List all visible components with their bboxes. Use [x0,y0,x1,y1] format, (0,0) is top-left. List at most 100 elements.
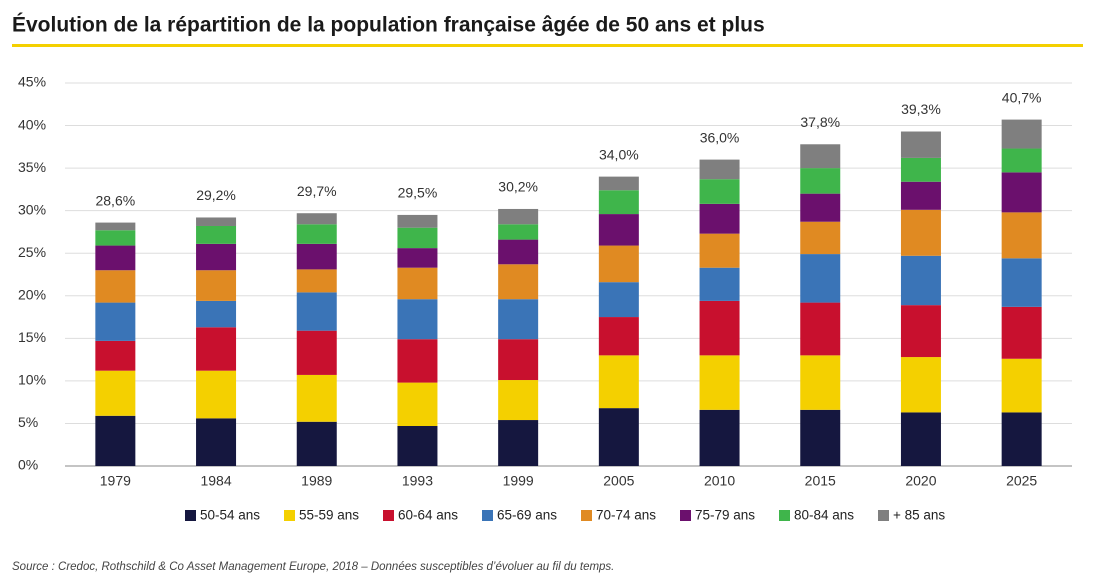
bar-segment [95,415,136,466]
bar-segment [498,420,539,466]
bar-segment [397,425,438,466]
bar-segment [296,243,337,270]
legend-swatch [779,510,790,521]
bar-segment [800,254,841,303]
bar-segment [397,248,438,268]
total-label: 37,8% [800,114,840,130]
legend-label: 70-74 ans [596,508,656,523]
total-label: 40,7% [1002,89,1042,105]
source: Source : Credoc, Rothschild & Co Asset M… [12,561,614,573]
bar-segment [598,282,639,318]
bar-segment [296,224,337,244]
bar-segment [95,302,136,341]
bar-segment [95,222,136,231]
bar-segment [95,270,136,303]
bar-segment [699,300,740,356]
bar-segment [800,355,841,410]
bar-segment [598,190,639,215]
bar-segment [196,327,237,371]
bar-segment [1001,306,1042,359]
bar-segment [296,421,337,466]
x-tick-label: 2020 [905,473,936,489]
bar-segment [598,214,639,246]
bar-segment [498,208,539,225]
bar-segment [498,239,539,265]
legend-swatch [284,510,295,521]
legend-swatch [383,510,394,521]
bar-segment [800,144,841,169]
bar-segment [800,168,841,194]
total-label: 39,3% [901,101,941,117]
legend-label: 50-54 ans [200,508,260,523]
x-tick-label: 2005 [603,473,634,489]
x-tick-label: 2010 [704,473,735,489]
total-label: 34,0% [599,146,639,162]
legend-swatch [878,510,889,521]
bar-segment [900,181,941,210]
bar-segment [699,267,740,301]
y-tick-label: 40% [18,116,46,132]
bar-segment [95,340,136,371]
legend-swatch [185,510,196,521]
bar-segment [900,157,941,182]
chart-title: Évolution de la répartition de la popula… [12,14,765,37]
y-tick-label: 25% [18,244,46,260]
bar-segment [598,408,639,466]
bar-segment [800,409,841,466]
bar-segment [95,245,136,271]
total-label: 29,5% [398,185,438,201]
bar-segment [1001,358,1042,413]
bar-segment [900,357,941,413]
bar-segment [397,227,438,249]
bar-segment [498,380,539,421]
y-tick-label: 0% [18,457,38,473]
x-tick-label: 1993 [402,473,433,489]
bar-segment [196,217,237,226]
bar-segment [397,299,438,340]
x-tick-label: 1999 [503,473,534,489]
bar-segment [196,243,237,271]
bar-segment [498,264,539,300]
bar-segment [95,370,136,416]
bar-segment [598,355,639,409]
bar-segment [1001,119,1042,149]
x-tick-label: 2015 [805,473,836,489]
bar-segment [196,270,237,301]
bar-segment [699,203,740,234]
y-tick-label: 15% [18,329,46,345]
total-label: 29,7% [297,183,337,199]
total-label: 29,2% [196,187,236,203]
total-label: 30,2% [498,179,538,195]
legend-label: + 85 ans [893,508,945,523]
legend-swatch [581,510,592,521]
x-tick-label: 1984 [200,473,231,489]
bar-segment [296,269,337,293]
legend-swatch [482,510,493,521]
bar-segment [699,159,740,180]
legend-label: 55-59 ans [299,508,359,523]
bar-segment [296,330,337,375]
y-tick-label: 45% [18,74,46,90]
x-tick-label: 2025 [1006,473,1037,489]
total-label: 36,0% [700,129,740,145]
bar-segment [900,305,941,358]
bar-segment [800,193,841,222]
bar-segment [397,382,438,426]
bar-segment [1001,258,1042,307]
bar-segment [296,213,337,225]
bar-segment [900,131,941,158]
bar-segment [598,317,639,356]
bar-segment [1001,412,1042,466]
total-label: 28,6% [95,192,135,208]
bar-segment [498,224,539,240]
y-tick-label: 30% [18,201,46,217]
bar-segment [900,412,941,466]
y-tick-label: 10% [18,372,46,388]
bar-segment [296,292,337,331]
y-tick-label: 35% [18,159,46,175]
bar-segment [699,233,740,268]
bar-segment [699,409,740,466]
legend-swatch [680,510,691,521]
bar-segment [800,302,841,356]
